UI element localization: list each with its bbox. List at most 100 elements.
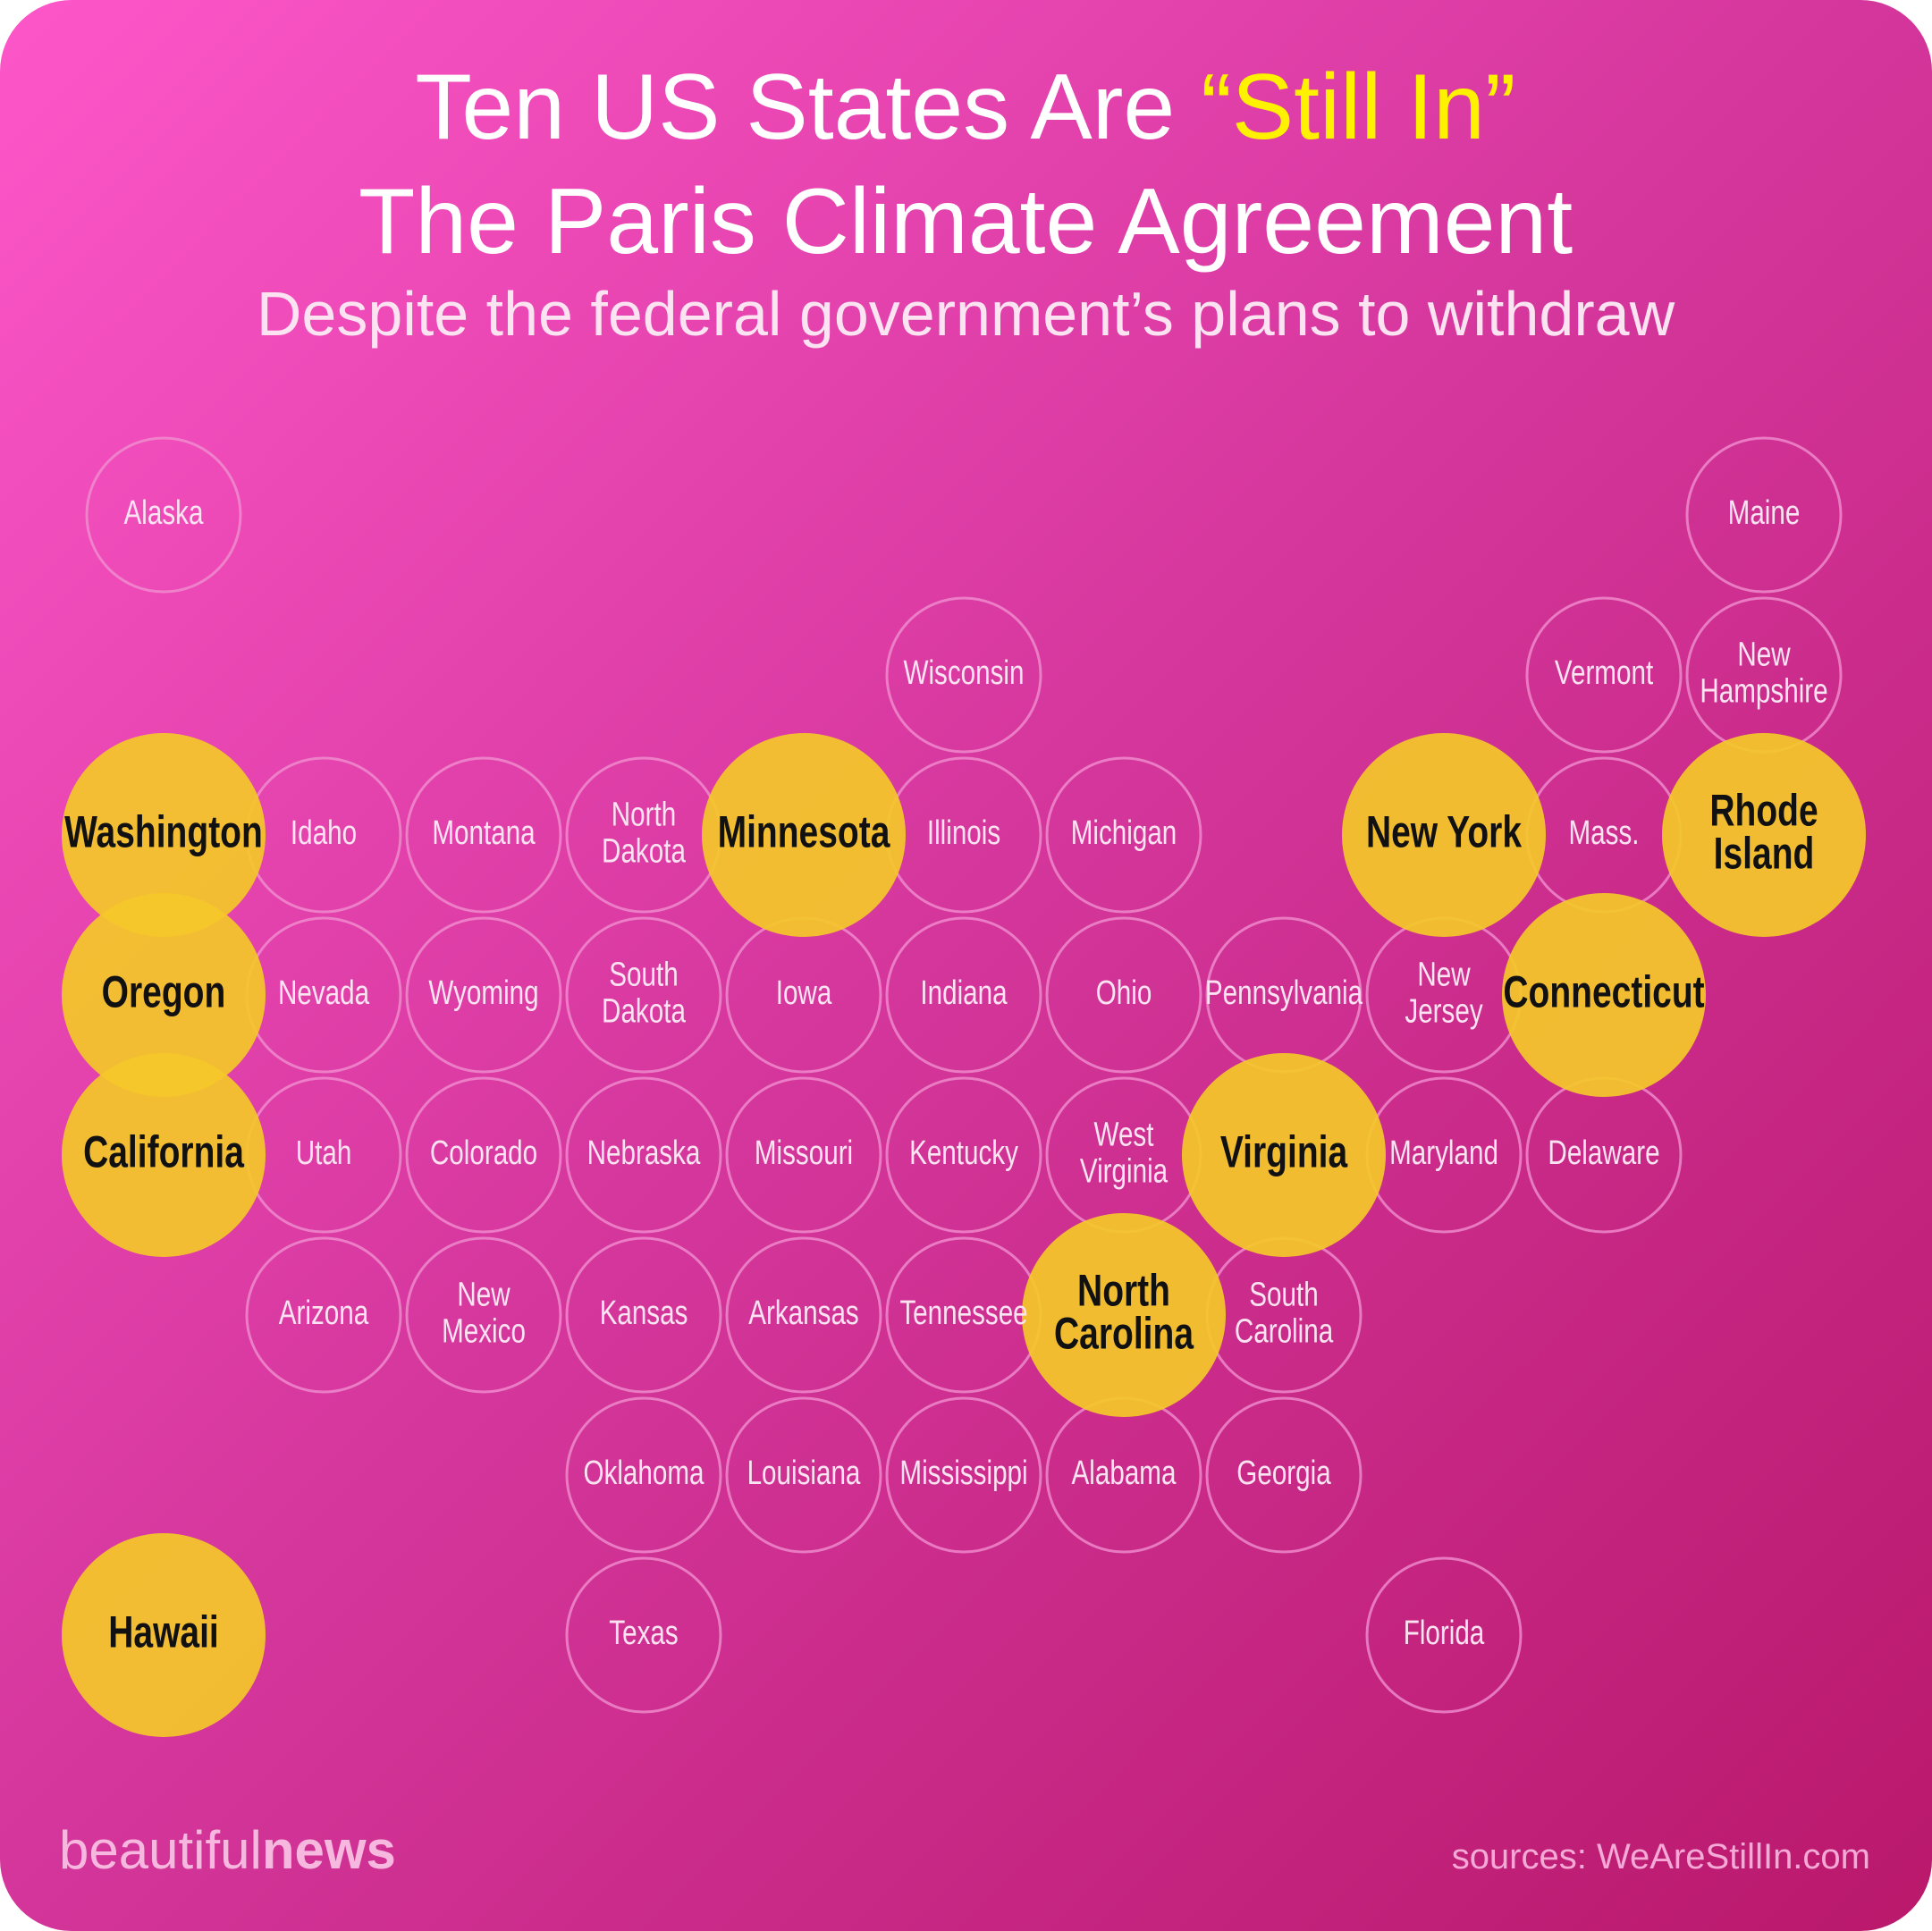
state-label-line: Delaware <box>1548 1134 1659 1172</box>
state-circle <box>1045 756 1202 914</box>
state-circle <box>885 916 1042 1074</box>
state-label: Nebraska <box>587 1134 701 1172</box>
state-circle <box>1045 916 1202 1074</box>
title-start: Ten US States Are <box>415 55 1175 159</box>
state-circle <box>1685 436 1843 594</box>
brand: beautifulnews <box>59 1820 396 1880</box>
state-label: Kansas <box>600 1294 688 1332</box>
state-label: Delaware <box>1548 1134 1659 1172</box>
state-label-line: Carolina <box>1054 1307 1194 1358</box>
state-label: Nevada <box>278 974 369 1012</box>
state-label: Florida <box>1404 1615 1485 1652</box>
state-label-line: Dakota <box>602 832 686 870</box>
state-label-line: Connecticut <box>1503 966 1704 1016</box>
state-label-line: Texas <box>609 1615 678 1652</box>
state-label: Maine <box>1728 494 1801 532</box>
state-label-line: Pennsylvania <box>1205 974 1363 1012</box>
state-label: Colorado <box>430 1134 537 1172</box>
state-highlight <box>1182 1053 1386 1257</box>
state-label-line: New <box>457 1276 510 1313</box>
state-label: Washington <box>64 805 263 856</box>
state-circle <box>405 1236 562 1394</box>
state-label-line: Iowa <box>776 974 832 1012</box>
state-label: Pennsylvania <box>1205 974 1363 1012</box>
state-label-line: Virginia <box>1220 1126 1348 1176</box>
state-label: New Hampshire <box>1700 636 1827 710</box>
state-label: West Virginia <box>1080 1116 1168 1190</box>
state-highlight <box>1502 893 1706 1097</box>
state-label: Maryland <box>1389 1134 1498 1172</box>
state-circle <box>885 596 1042 754</box>
state-label: Mississippi <box>899 1455 1027 1492</box>
subtitle: Despite the federal government’s plans t… <box>257 279 1675 349</box>
state-label-line: Hawaii <box>108 1606 219 1657</box>
state-label-line: Mass. <box>1568 814 1639 852</box>
state-circle <box>565 916 722 1074</box>
state-label-line: Tennessee <box>899 1294 1027 1332</box>
state-label-line: Oregon <box>102 966 226 1016</box>
state-highlight <box>62 733 266 937</box>
state-circle <box>725 1076 882 1234</box>
title-line-1: Ten US States Are “Still In” <box>415 55 1515 159</box>
state-label: Iowa <box>776 974 832 1012</box>
state-circle <box>565 1236 722 1394</box>
tile-map: Alaska Maine Wisconsin Vermont New Hampshire W… <box>62 436 1866 1737</box>
state-highlight <box>1022 1213 1226 1417</box>
state-label: Wyoming <box>428 974 538 1012</box>
state-label-line: South <box>1249 1276 1318 1313</box>
state-label-line: Arizona <box>279 1294 369 1332</box>
state-label: Illinois <box>927 814 1000 852</box>
state-circle <box>885 1396 1042 1554</box>
state-label-line: Alabama <box>1072 1455 1177 1492</box>
labels: Alaska Maine Wisconsin Vermont New Hampshire W… <box>64 494 1827 1657</box>
state-label: North Carolina <box>1054 1264 1194 1358</box>
state-circle <box>1365 1556 1523 1714</box>
state-circle <box>405 916 562 1074</box>
state-circle <box>245 1236 402 1394</box>
state-label-line: North <box>612 796 676 833</box>
state-label-line: West <box>1094 1116 1154 1153</box>
state-label: California <box>83 1126 245 1176</box>
state-circle <box>565 1076 722 1234</box>
state-label-line: Colorado <box>430 1134 537 1172</box>
title-line-2: The Paris Climate Agreement <box>359 170 1573 274</box>
state-circle <box>405 756 562 914</box>
state-label: Vermont <box>1555 654 1654 692</box>
state-label-line: Dakota <box>602 992 686 1030</box>
state-label-line: Vermont <box>1555 654 1654 692</box>
state-label: South Carolina <box>1235 1276 1333 1350</box>
state-circle <box>405 1076 562 1234</box>
state-label-line: Indiana <box>920 974 1007 1012</box>
state-label-line: New York <box>1366 805 1522 856</box>
state-label: Hawaii <box>108 1606 219 1657</box>
state-label: Oregon <box>102 966 226 1016</box>
state-label-line: Virginia <box>1080 1152 1168 1190</box>
state-label-line: Washington <box>64 805 263 856</box>
state-circle <box>1205 1396 1363 1554</box>
state-label-line: Georgia <box>1236 1455 1330 1492</box>
brand-bold: news <box>262 1820 396 1880</box>
state-label-line: Florida <box>1404 1615 1485 1652</box>
state-label: Alabama <box>1072 1455 1177 1492</box>
state-label: Minnesota <box>718 805 891 856</box>
state-label: Wisconsin <box>903 654 1024 692</box>
state-label-line: New <box>1737 636 1791 673</box>
state-label: Connecticut <box>1503 966 1704 1016</box>
state-label: Texas <box>609 1615 678 1652</box>
state-highlight <box>1342 733 1546 937</box>
state-label-line: Maryland <box>1389 1134 1498 1172</box>
state-label-line: Mexico <box>442 1312 526 1350</box>
state-highlight <box>62 1053 266 1257</box>
state-highlight <box>702 733 906 937</box>
state-label: Alaska <box>124 494 204 532</box>
state-label: Missouri <box>755 1134 853 1172</box>
state-label-line: Wisconsin <box>903 654 1024 692</box>
state-label: Virginia <box>1220 1126 1348 1176</box>
state-label-line: North <box>1077 1264 1170 1315</box>
state-label-line: South <box>609 956 678 993</box>
state-label-line: Ohio <box>1096 974 1152 1012</box>
state-highlight <box>62 893 266 1097</box>
state-label-line: California <box>83 1126 245 1176</box>
state-label: North Dakota <box>602 796 686 870</box>
state-circle <box>1525 596 1683 754</box>
